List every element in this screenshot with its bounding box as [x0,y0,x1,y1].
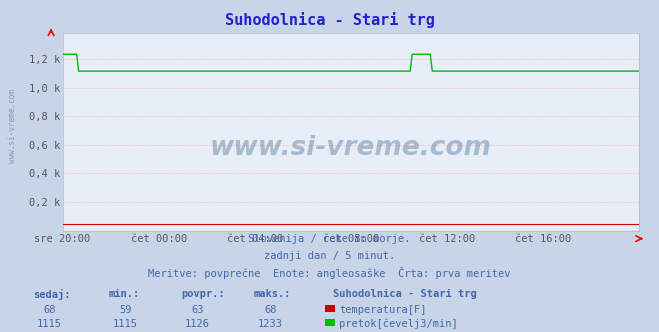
Text: 1115: 1115 [113,319,138,329]
Text: min.:: min.: [109,289,140,299]
Text: 1126: 1126 [185,319,210,329]
Text: 68: 68 [264,305,276,315]
Text: 59: 59 [119,305,131,315]
Text: 1233: 1233 [258,319,283,329]
Text: 63: 63 [192,305,204,315]
Text: 1115: 1115 [37,319,62,329]
Text: pretok[čevelj3/min]: pretok[čevelj3/min] [339,319,458,329]
Text: Suhodolnica - Stari trg: Suhodolnica - Stari trg [333,289,476,299]
Text: zadnji dan / 5 minut.: zadnji dan / 5 minut. [264,251,395,261]
Text: Suhodolnica - Stari trg: Suhodolnica - Stari trg [225,12,434,28]
Text: maks.:: maks.: [254,289,291,299]
Text: povpr.:: povpr.: [181,289,225,299]
Text: Meritve: povprečne  Enote: angleosaške  Črta: prva meritev: Meritve: povprečne Enote: angleosaške Čr… [148,267,511,279]
Text: 68: 68 [43,305,55,315]
Text: www.si-vreme.com: www.si-vreme.com [8,89,17,163]
Text: temperatura[F]: temperatura[F] [339,305,427,315]
Text: Slovenija / reke in morje.: Slovenija / reke in morje. [248,234,411,244]
Text: sedaj:: sedaj: [33,289,71,300]
Text: www.si-vreme.com: www.si-vreme.com [210,135,492,161]
